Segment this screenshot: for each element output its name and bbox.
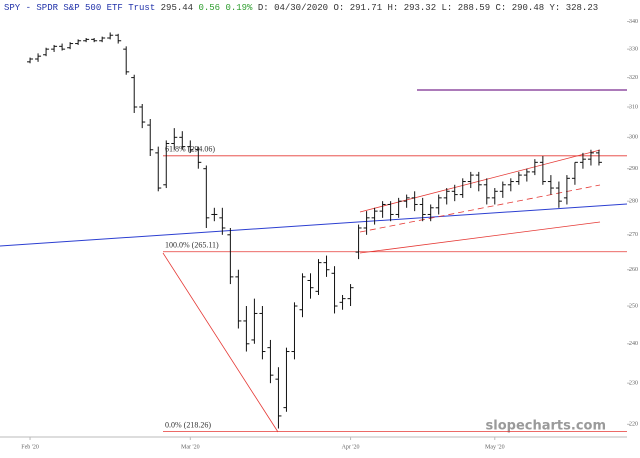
fib-label: 100.0% (265.11) <box>165 241 219 250</box>
ohlc-details: D: 04/30/2020 O: 291.71 H: 293.32 L: 288… <box>258 3 598 13</box>
y-tick-label: 320 <box>629 75 638 81</box>
last-price: 295.44 <box>161 3 193 13</box>
channel-upper <box>359 149 601 213</box>
trendline <box>0 203 628 247</box>
x-tick-label: May '20 <box>485 444 505 450</box>
y-tick-label: 280 <box>629 199 638 205</box>
channel-lower <box>359 221 601 254</box>
x-tick-label: Feb '20 <box>21 444 39 450</box>
symbol: SPY - SPDR S&P 500 ETF Trust <box>4 3 155 13</box>
watermark: slopecharts.com <box>486 419 606 434</box>
y-tick-label: 310 <box>629 104 638 110</box>
y-tick-label: 220 <box>629 422 638 428</box>
x-tick-label: Mar '20 <box>181 444 200 450</box>
change: 0.56 0.19% <box>198 3 253 13</box>
y-tick-label: 270 <box>629 232 638 238</box>
y-tick-label: 240 <box>629 341 638 347</box>
channel-middle <box>359 184 601 233</box>
y-tick-label: 230 <box>629 381 638 387</box>
fib-connector <box>162 252 279 433</box>
x-tick-label: Apr '20 <box>342 444 360 450</box>
y-tick-label: 250 <box>629 303 638 309</box>
y-tick-label: 260 <box>629 267 638 273</box>
header: SPY - SPDR S&P 500 ETF Trust 295.44 0.56… <box>4 3 598 13</box>
y-tick-label: 330 <box>629 47 638 53</box>
y-tick-label: 290 <box>629 166 638 172</box>
fib-label: 0.0% (218.26) <box>165 420 211 429</box>
y-tick-label: 340 <box>629 19 638 25</box>
y-tick-label: 300 <box>629 135 638 141</box>
